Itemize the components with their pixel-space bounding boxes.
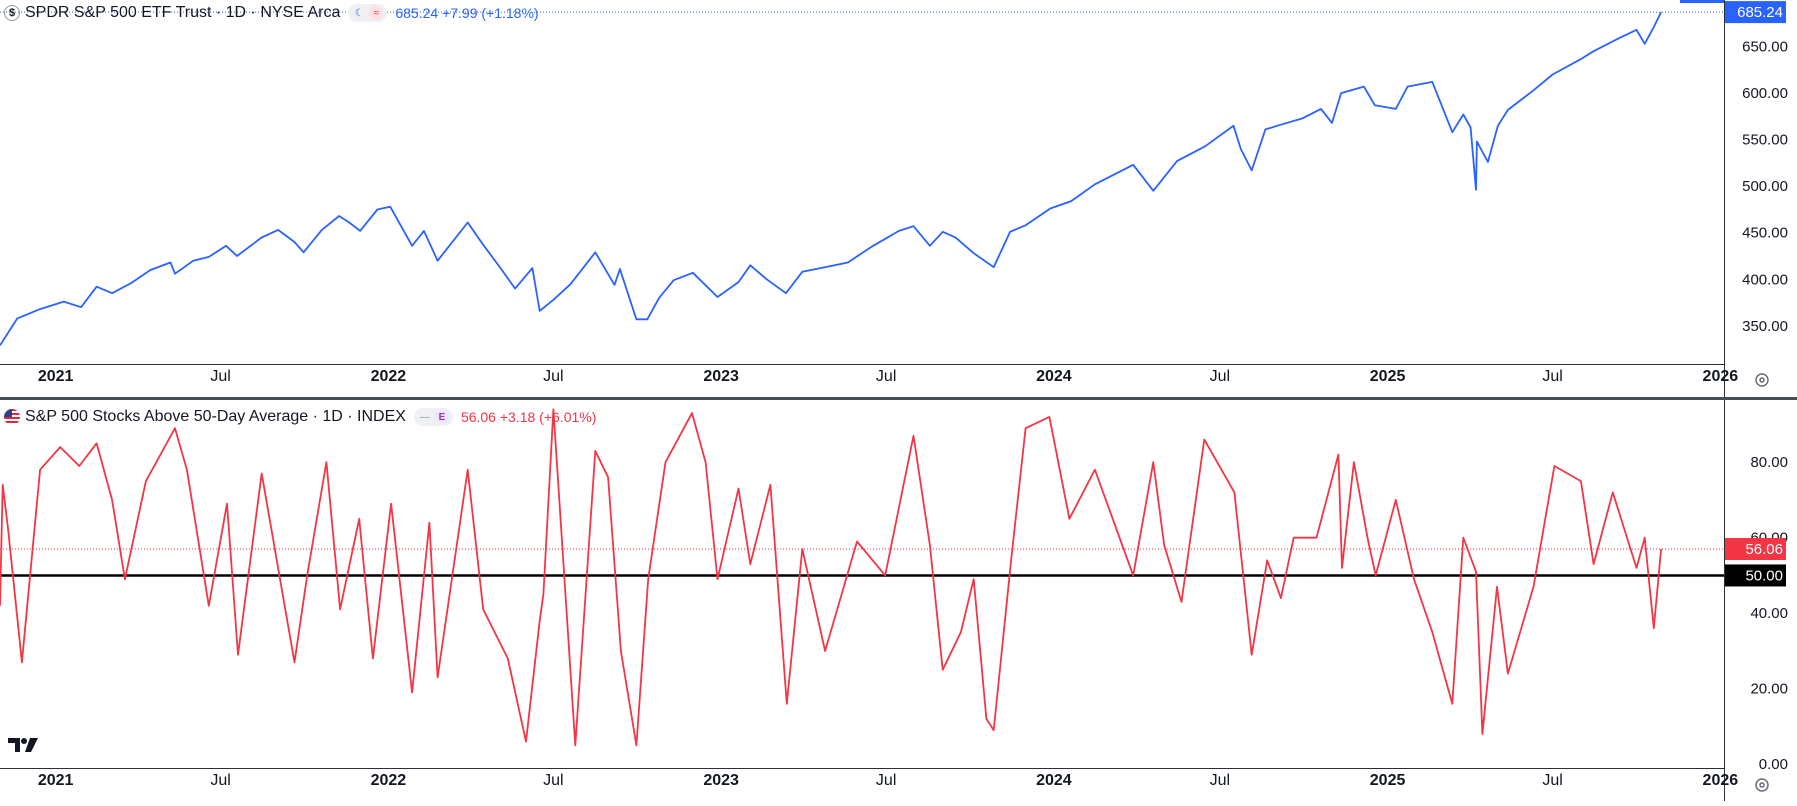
top-x-tick-label: 2024	[1036, 368, 1072, 385]
top-legend-toggles[interactable]: ☾ ≈	[348, 4, 388, 22]
breadth-y-tick-label: 80.00	[1750, 454, 1788, 471]
top-x-tick-label: 2023	[703, 368, 739, 385]
price-y-tick-label: 600.00	[1742, 85, 1788, 102]
top-x-tick-label: 2021	[38, 368, 74, 385]
bottom-x-tick-label: Jul	[1542, 772, 1562, 789]
minus-icon: —	[419, 411, 430, 423]
top-x-tick-label: 2026	[1703, 368, 1739, 385]
threshold-badge	[1724, 564, 1786, 587]
bottom-x-tick-label: Jul	[543, 772, 563, 789]
top-x-tick-label: 2025	[1370, 368, 1406, 385]
bottom-x-tick-label: 2022	[371, 772, 407, 789]
top-x-tick-label: Jul	[1542, 368, 1562, 385]
approx-icon: ≈	[369, 6, 384, 20]
bottom-x-tick-label: Jul	[1210, 772, 1230, 789]
tradingview-logo	[8, 738, 38, 752]
settings-gear-icon[interactable]	[1755, 373, 1769, 387]
top-legend-title: SPDR S&P 500 ETF Trust · 1D · NYSE Arca	[25, 4, 341, 21]
top-x-tick-label: 2022	[371, 368, 407, 385]
bottom-legend-title: S&P 500 Stocks Above 50-Day Average · 1D…	[25, 408, 406, 425]
us-flag-icon	[4, 409, 20, 425]
top-edge-marker	[1680, 0, 1724, 3]
bottom-x-tick-label: 2026	[1703, 772, 1739, 789]
earnings-badge: E	[434, 410, 449, 424]
settings-gear-icon[interactable]	[1755, 778, 1769, 792]
price-y-tick-label: 650.00	[1742, 39, 1788, 56]
breadth-y-tick-label: 40.00	[1750, 605, 1788, 622]
price-last-value-label: 685.24	[1737, 4, 1783, 21]
bottom-x-tick-label: Jul	[210, 772, 230, 789]
price-pane[interactable]	[0, 11, 1724, 346]
bottom-x-tick-label: 2021	[38, 772, 74, 789]
price-y-tick-label: 500.00	[1742, 178, 1788, 195]
price-y-tick-label: 550.00	[1742, 132, 1788, 149]
pane-separator[interactable]	[0, 397, 1797, 400]
bottom-x-tick-label: 2025	[1370, 772, 1406, 789]
dollar-icon: $	[4, 5, 20, 21]
breadth-last-value-badge	[1724, 538, 1786, 561]
top-legend: $ SPDR S&P 500 ETF Trust · 1D · NYSE Arc…	[4, 2, 539, 24]
top-legend-quote: 685.24 +7.99 (+1.18%)	[395, 5, 539, 21]
breadth-y-tick-label: 20.00	[1750, 681, 1788, 698]
bottom-legend: S&P 500 Stocks Above 50-Day Average · 1D…	[4, 406, 596, 428]
bottom-legend-quote: 56.06 +3.18 (+6.01%)	[460, 409, 597, 425]
price-y-tick-label: 450.00	[1742, 225, 1788, 242]
breadth-series-line	[0, 408, 1662, 747]
price-last-value-badge	[1724, 1, 1786, 24]
moon-icon: ☾	[354, 7, 364, 19]
top-x-tick-label: Jul	[876, 368, 896, 385]
bottom-legend-toggles[interactable]: — E	[413, 408, 453, 426]
breadth-pane[interactable]	[0, 408, 1724, 747]
threshold-label: 50.00	[1745, 567, 1783, 584]
breadth-last-value-label: 56.06	[1745, 541, 1783, 558]
breadth-y-tick-label: 0.00	[1759, 756, 1788, 773]
price-y-tick-label: 350.00	[1742, 318, 1788, 335]
price-y-tick-label: 400.00	[1742, 271, 1788, 288]
top-x-tick-label: Jul	[1210, 368, 1230, 385]
price-series-line	[0, 11, 1662, 346]
bottom-x-tick-label: Jul	[876, 772, 896, 789]
top-x-tick-label: Jul	[543, 368, 563, 385]
bottom-x-tick-label: 2024	[1036, 772, 1072, 789]
top-x-tick-label: Jul	[210, 368, 230, 385]
bottom-x-tick-label: 2023	[703, 772, 739, 789]
